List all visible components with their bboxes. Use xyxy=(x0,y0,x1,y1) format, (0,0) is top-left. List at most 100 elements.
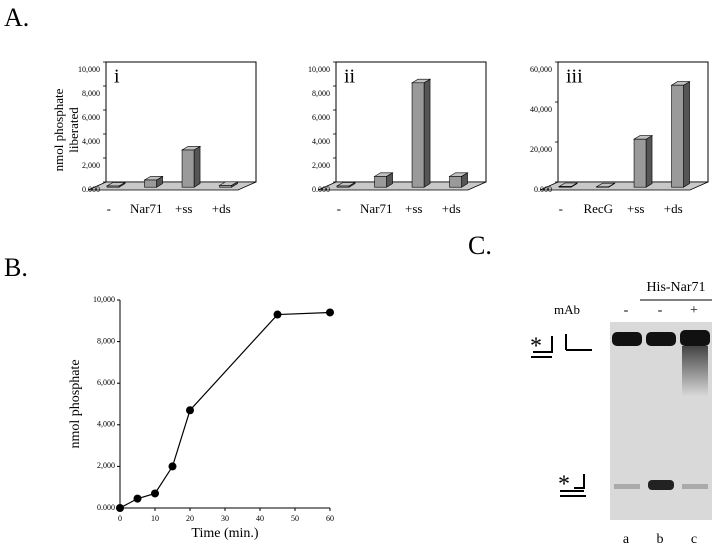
bar xyxy=(336,185,350,188)
bar-side xyxy=(423,78,431,188)
floor xyxy=(539,181,709,191)
x-tick-label: +ds xyxy=(212,201,231,216)
point xyxy=(186,406,194,415)
y-tick-label: 2,000 xyxy=(312,161,330,170)
x-tick-label: 50 xyxy=(291,514,299,523)
panel-label: B. xyxy=(4,253,28,282)
bar xyxy=(411,82,425,188)
y-tick-label: 8,000 xyxy=(312,89,330,98)
y-tick-label: 6,000 xyxy=(82,113,100,122)
gel-band xyxy=(648,480,674,490)
mab-state: - xyxy=(658,303,663,318)
floor xyxy=(87,181,257,191)
y-tick-label: 8,000 xyxy=(82,89,100,98)
y-axis-label: nmol phosphate xyxy=(68,359,83,448)
x-axis-label: Time (min.) xyxy=(191,526,258,541)
y-tick-label: 0.000 xyxy=(82,185,100,194)
y-tick-label: 40,000 xyxy=(530,105,552,114)
y-tick-label: 6,000 xyxy=(97,378,115,387)
x-tick-label: - xyxy=(107,201,111,216)
x-tick-label: +ds xyxy=(442,201,461,216)
gel-band xyxy=(612,332,642,346)
panel-title: iii xyxy=(566,66,583,88)
bracket xyxy=(531,334,592,358)
back-wall xyxy=(105,61,257,183)
y-tick-label: 2,000 xyxy=(97,461,115,470)
y-tick-label: 60,000 xyxy=(530,65,552,74)
bar xyxy=(219,185,232,188)
bar xyxy=(106,185,120,188)
point xyxy=(151,489,159,498)
bar-side xyxy=(193,145,201,188)
gel-header: His-Nar71 xyxy=(646,280,705,295)
x-tick-label: - xyxy=(337,201,341,216)
y-tick-label: 4,000 xyxy=(312,137,330,146)
gel xyxy=(531,299,712,520)
point xyxy=(273,310,282,319)
bar xyxy=(144,179,157,188)
point xyxy=(133,494,142,503)
y-tick-label: 8,000 xyxy=(97,336,115,345)
panel-title: i xyxy=(114,66,120,88)
x-tick-label: +ds xyxy=(664,201,683,216)
bar xyxy=(633,138,647,188)
mab-label: mAb xyxy=(554,302,580,317)
x-tick-label: - xyxy=(559,201,563,216)
lane-label: c xyxy=(691,532,697,547)
point xyxy=(116,504,124,512)
mab-state: - xyxy=(624,303,629,318)
y-axis-label: nmol phosphate xyxy=(51,88,66,171)
panel-label: A. xyxy=(4,3,29,32)
floor xyxy=(317,181,487,191)
x-tick-label: 30 xyxy=(221,514,229,523)
gel-band xyxy=(646,332,676,346)
lane-label: a xyxy=(623,532,630,547)
marker: * xyxy=(558,472,570,498)
x-tick-label: Nar71 xyxy=(360,201,393,216)
x-tick-label: RecG xyxy=(583,201,613,216)
x-tick-label: 40 xyxy=(256,514,264,523)
mab-state: + xyxy=(690,303,698,318)
panel-label: C. xyxy=(468,231,492,260)
point xyxy=(168,462,177,471)
y-tick-label: 4,000 xyxy=(97,420,115,429)
y-tick-label: 0.000 xyxy=(312,185,330,194)
point xyxy=(326,308,334,317)
y-tick-label: 2,000 xyxy=(82,161,100,170)
y-tick-label: 10,000 xyxy=(308,65,330,74)
back-wall xyxy=(335,61,487,183)
lane-label: b xyxy=(657,532,664,547)
bar xyxy=(374,176,387,188)
y-tick-label: 4,000 xyxy=(82,137,100,146)
bar xyxy=(449,176,462,188)
bar-side xyxy=(645,135,653,188)
bar xyxy=(181,149,195,188)
x-tick-label: 20 xyxy=(186,514,194,523)
gel-band xyxy=(680,330,710,346)
gel-band xyxy=(614,484,640,489)
y-tick-label: 10,000 xyxy=(78,65,100,74)
x-tick-label: +ss xyxy=(627,201,644,216)
y-tick-label: 6,000 xyxy=(312,113,330,122)
x-tick-label: 10 xyxy=(151,514,159,523)
line xyxy=(119,311,331,509)
y-tick-label: 10,000 xyxy=(93,295,115,304)
y-axis-label: liberated xyxy=(66,107,81,153)
gel-band xyxy=(682,484,708,489)
x-tick-label: +ss xyxy=(405,201,422,216)
gel-smear xyxy=(682,346,708,396)
bar xyxy=(558,186,572,188)
x-tick-label: 0 xyxy=(118,514,122,523)
bar xyxy=(671,84,684,188)
x-tick-label: +ss xyxy=(175,201,192,216)
x-tick-label: 60 xyxy=(326,514,334,523)
y-tick-label: 20,000 xyxy=(530,145,552,154)
bar-side xyxy=(683,81,690,188)
y-tick-label: 0.000 xyxy=(534,185,552,194)
panel-title: ii xyxy=(344,66,356,88)
y-tick-label: 0.000 xyxy=(97,503,115,512)
bracket xyxy=(560,474,586,497)
marker: * xyxy=(530,334,542,360)
x-tick-label: Nar71 xyxy=(130,201,163,216)
